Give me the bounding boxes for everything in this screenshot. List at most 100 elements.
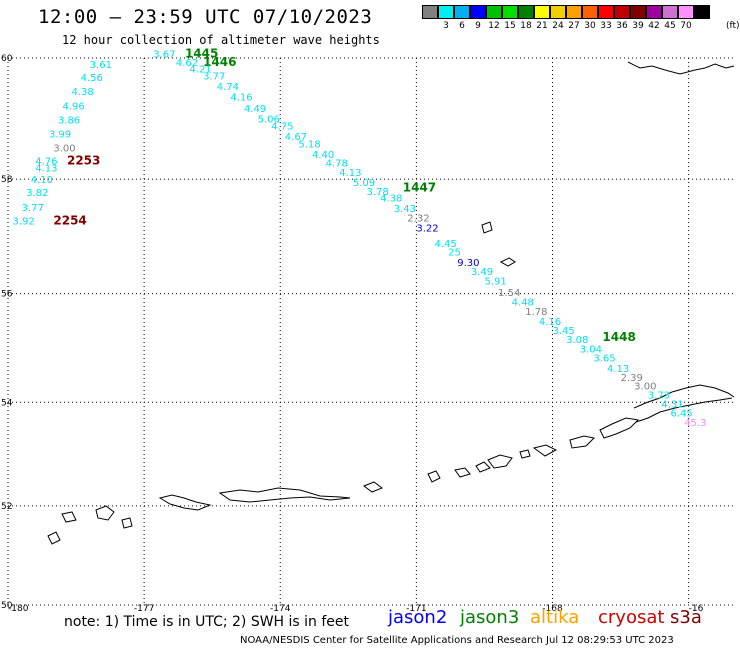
color-scale-label: 30 xyxy=(584,21,596,31)
color-scale-label: 42 xyxy=(648,21,660,31)
wave-height-value: 3.00 xyxy=(53,143,75,154)
color-scale-step xyxy=(693,5,710,31)
map-title: 12:00 – 23:59 UTC 07/10/2023 xyxy=(38,6,373,28)
rat-islands xyxy=(362,481,384,493)
color-scale-label: 21 xyxy=(536,21,548,31)
footnote: note: 1) Time is in UTC; 2) SWH is in fe… xyxy=(64,614,350,630)
wave-height-value: 4.62 xyxy=(176,58,198,69)
color-scale-step: 30 xyxy=(581,5,598,31)
wave-height-value: 4.74 xyxy=(217,82,239,93)
wave-height-value: 1.78 xyxy=(525,307,547,318)
satellite-altika: altika xyxy=(530,607,580,628)
wave-height-value: 4.16 xyxy=(539,317,561,328)
color-scale-label: 18 xyxy=(520,21,532,31)
longitude-label: -168 xyxy=(542,604,563,614)
wave-height-value: 2.32 xyxy=(407,214,429,225)
color-swatch xyxy=(533,5,550,19)
wave-height-value: 5.91 xyxy=(484,277,506,288)
kamchatka-islands xyxy=(47,505,133,545)
color-swatch xyxy=(693,5,710,19)
latitude-label: 60 xyxy=(1,54,13,64)
wave-height-value: 3.78 xyxy=(366,187,388,198)
color-scale-label: 12 xyxy=(488,21,500,31)
pass-time-label: 1447 xyxy=(403,180,436,194)
adak-island xyxy=(427,470,441,483)
wave-height-value: 4.38 xyxy=(380,193,402,204)
unalaska-islands xyxy=(599,417,640,439)
color-swatch xyxy=(437,5,454,19)
wave-height-value: 4.56 xyxy=(81,73,103,84)
wave-height-value: 1.54 xyxy=(498,288,520,299)
wave-height-value: 4.13 xyxy=(339,168,361,179)
color-swatch xyxy=(613,5,630,19)
unit-label: (ft) xyxy=(726,21,740,31)
map-subtitle: 12 hour collection of altimeter wave hei… xyxy=(62,33,380,47)
pass-time-label: 1446 xyxy=(203,55,236,69)
wave-height-value: 4.48 xyxy=(512,297,534,308)
wave-height-value: 4.40 xyxy=(312,150,334,161)
wave-height-value: 5.06 xyxy=(258,114,280,125)
latitude-label: 54 xyxy=(1,398,13,408)
color-scale-step: 36 xyxy=(613,5,630,31)
color-scale-label: 33 xyxy=(600,21,612,31)
wave-height-value: 3.86 xyxy=(58,116,80,127)
color-scale-step: 3 xyxy=(437,5,454,31)
wave-height-value: 9.30 xyxy=(457,258,479,269)
color-scale-label: 36 xyxy=(616,21,628,31)
color-scale-label: 39 xyxy=(632,21,644,31)
color-scale-step: 15 xyxy=(501,5,518,31)
color-swatch xyxy=(677,5,694,19)
altimeter-observations: 3.614.564.384.963.863.993.004.764.132253… xyxy=(13,46,707,429)
coastlines xyxy=(47,61,735,545)
color-scale-label: 24 xyxy=(552,21,564,31)
wave-height-value: 2.39 xyxy=(621,373,643,384)
pass-time-label: 1445 xyxy=(185,46,218,60)
longitude-label: -177 xyxy=(134,604,154,614)
wave-height-value: 3.04 xyxy=(580,344,602,355)
color-scale-step: 27 xyxy=(565,5,582,31)
st-lawrence-island xyxy=(481,221,493,234)
color-scale-label: 3 xyxy=(443,21,449,31)
wave-height-value: 3.22 xyxy=(416,223,438,234)
graticule xyxy=(7,57,734,606)
color-swatch xyxy=(661,5,678,19)
wave-height-value: 4.16 xyxy=(230,93,252,104)
wave-height-value: 3.49 xyxy=(471,267,493,278)
wave-height-value: 3.82 xyxy=(26,188,48,199)
wave-height-value: 45.3 xyxy=(684,418,706,429)
color-scale-label: 70 xyxy=(680,21,692,31)
wave-height-value: 3.67 xyxy=(153,49,175,60)
st-paul-island xyxy=(499,257,516,267)
satellite-s3a: s3a xyxy=(670,607,702,628)
latitude-label: 58 xyxy=(1,175,13,185)
color-scale-step: 6 xyxy=(453,5,470,31)
wave-height-value: 3.77 xyxy=(203,72,225,83)
color-swatch xyxy=(629,5,646,19)
wave-height-value: 3.73 xyxy=(648,391,670,402)
color-scale-label: 15 xyxy=(504,21,516,31)
wave-height-value: 3.08 xyxy=(566,335,588,346)
color-swatch xyxy=(645,5,662,19)
near-islands xyxy=(218,487,351,503)
color-scale-label: 45 xyxy=(664,21,676,31)
fox-islands xyxy=(569,435,596,449)
wave-height-value: 3.00 xyxy=(634,382,656,393)
atka-island xyxy=(454,467,471,478)
axis-labels: 60 58 56 54 52 50-180 -177 -174 -171 -168 -16 xyxy=(1,54,704,614)
alaska-coast xyxy=(627,61,735,75)
islands-four-mountains xyxy=(519,444,558,459)
wave-height-value: 3.92 xyxy=(13,216,35,227)
color-scale-step: 9 xyxy=(469,5,486,31)
latitude-label: 56 xyxy=(1,290,13,300)
alaska-peninsula xyxy=(633,384,735,423)
commander-islands xyxy=(158,494,212,511)
wave-height-value: 4.96 xyxy=(62,102,84,113)
color-scale-label: 9 xyxy=(475,21,481,31)
wave-height-value: 5.18 xyxy=(298,140,320,151)
wave-height-value: 4.49 xyxy=(244,104,266,115)
color-scale-step xyxy=(421,5,438,31)
wave-height-value: 3.45 xyxy=(553,326,575,337)
wave-height-value: 4.13 xyxy=(35,163,57,174)
wave-height-value: 6.45 xyxy=(670,409,692,420)
satellite-jason3: jason3 xyxy=(460,607,520,628)
